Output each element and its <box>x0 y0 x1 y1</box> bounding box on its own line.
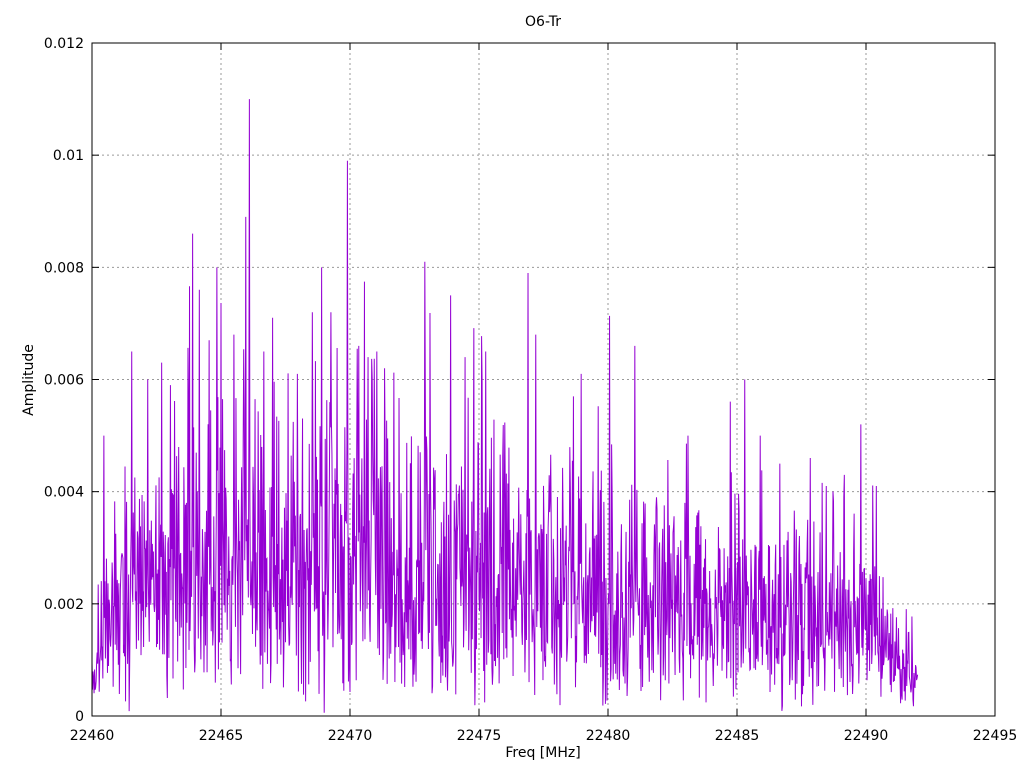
chart-title: O6-Tr <box>525 14 561 30</box>
y-tick-label: 0 <box>75 709 84 725</box>
tick-labels: 22460 22465 22470 22475 22480 22485 22490 22495… <box>44 36 1017 744</box>
x-tick-label: 22470 <box>328 728 373 744</box>
x-tick-label: 22490 <box>844 728 889 744</box>
y-tick-label: 0.012 <box>44 36 84 52</box>
x-tick-label: 22460 <box>70 728 115 744</box>
y-axis-label: Amplitude <box>21 344 37 416</box>
x-tick-label: 22485 <box>715 728 760 744</box>
x-tick-label: 22475 <box>457 728 502 744</box>
spectrum-trace <box>91 99 919 713</box>
y-tick-label: 0.01 <box>53 148 84 164</box>
y-tick-label: 0.004 <box>44 485 84 501</box>
y-tick-label: 0.008 <box>44 260 84 276</box>
y-tick-label: 0.002 <box>44 597 84 613</box>
x-tick-label: 22480 <box>586 728 631 744</box>
x-tick-label: 22465 <box>199 728 244 744</box>
axis-ticks <box>91 42 996 717</box>
x-axis-label: Freq [MHz] <box>505 745 580 761</box>
x-tick-label: 22495 <box>973 728 1018 744</box>
y-tick-label: 0.006 <box>44 373 84 389</box>
